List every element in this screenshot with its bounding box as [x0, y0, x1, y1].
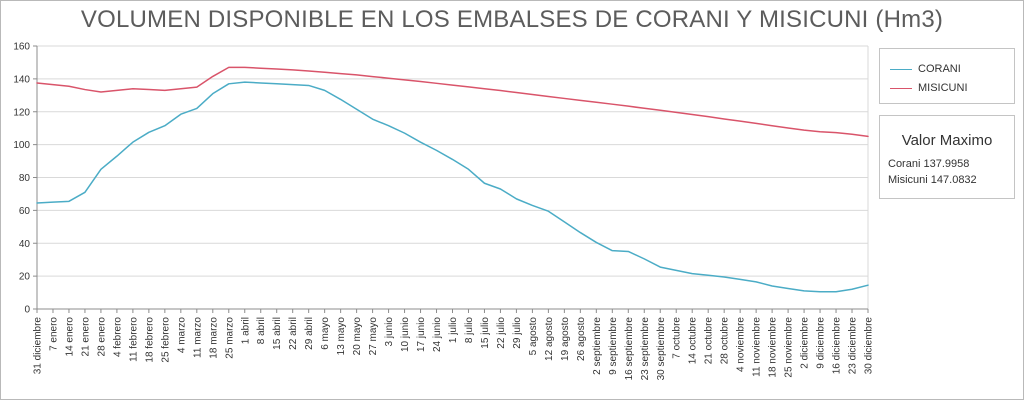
- x-tick-label: 9 septiembre: [608, 317, 619, 375]
- x-tick-label: 20 mayo: [352, 317, 363, 356]
- legend-label-corani: CORANI: [918, 63, 961, 75]
- x-tick-label: 5 agosto: [528, 317, 539, 356]
- y-axis-ticks: 0 20 40 60 80 100 120 140 160: [13, 42, 37, 316]
- series-line-misicuni: [36, 66, 869, 138]
- x-tick-label: 10 junio: [400, 317, 411, 352]
- x-tick-label: 16 septiembre: [624, 317, 635, 381]
- x-tick-label: 18 febrero: [144, 317, 155, 363]
- legend-item-corani: CORANI: [890, 62, 961, 76]
- x-tick-label: 24 junio: [432, 317, 443, 352]
- x-tick-label: 11 febrero: [128, 317, 139, 362]
- x-tick-label: 25 febrero: [160, 317, 171, 363]
- x-tick-label: 31 diciembre: [33, 317, 44, 375]
- y-tick-label-120: 120: [13, 107, 30, 118]
- x-axis-ticks: 31 diciembre 7 enero 14 enero 21 enero 28 en…: [33, 309, 875, 380]
- x-tick-label: 26 agosto: [576, 317, 587, 361]
- x-tick-label: 21 enero: [80, 317, 91, 357]
- chart-title: VOLUMEN DISPONIBLE EN LOS EMBALSES DE CO…: [80, 6, 944, 33]
- x-tick-label: 19 agosto: [560, 317, 571, 361]
- x-tick-label: 8 abril: [256, 317, 267, 344]
- x-tick-label: 4 marzo: [176, 317, 187, 354]
- y-tick-label-40: 40: [19, 239, 31, 250]
- y-tick-label-0: 0: [24, 305, 30, 316]
- x-tick-label: 22 julio: [496, 317, 507, 349]
- legend-item-misicuni: MISICUNI: [890, 81, 968, 95]
- max-value-corani: Corani 137.9958: [888, 158, 970, 170]
- x-tick-label: 12 agosto: [544, 317, 555, 361]
- x-tick-label: 30 diciembre: [864, 317, 875, 375]
- y-tick-label-60: 60: [19, 206, 31, 217]
- y-tick-label-100: 100: [13, 140, 30, 151]
- x-tick-label: 28 enero: [96, 317, 107, 357]
- x-tick-label: 4 noviembre: [736, 317, 747, 372]
- x-tick-label: 25 marzo: [224, 317, 235, 359]
- max-value-misicuni: Misicuni 147.0832: [888, 174, 977, 186]
- x-tick-label: 21 octubre: [704, 317, 715, 365]
- x-tick-label: 23 diciembre: [848, 317, 859, 375]
- x-tick-label: 13 mayo: [336, 317, 347, 356]
- x-tick-label: 1 abril: [240, 317, 251, 344]
- x-tick-label: 11 marzo: [192, 317, 203, 358]
- x-tick-label: 11 noviembre: [752, 317, 763, 377]
- x-tick-label: 25 noviembre: [784, 317, 795, 378]
- x-tick-label: 7 octubre: [672, 317, 683, 359]
- max-value-box: Valor Maximo Corani 137.9958 Misicuni 14…: [879, 115, 1015, 199]
- x-tick-label: 15 abril: [272, 317, 283, 350]
- x-tick-label: 6 mayo: [320, 317, 331, 350]
- x-tick-label: 29 julio: [512, 317, 523, 349]
- y-tick-label-160: 160: [13, 42, 30, 53]
- x-tick-label: 30 septiembre: [656, 317, 667, 381]
- x-tick-label: 2 diciembre: [800, 317, 811, 369]
- x-tick-label: 7 enero: [48, 317, 59, 351]
- legend-swatch-misicuni: [890, 87, 912, 89]
- x-tick-label: 15 julio: [480, 317, 491, 349]
- x-tick-label: 22 abril: [288, 317, 299, 350]
- x-tick-label: 17 junio: [416, 317, 427, 352]
- y-tick-label-80: 80: [19, 173, 31, 184]
- gridlines: [37, 45, 869, 309]
- series-lines: [36, 66, 869, 293]
- axes: [36, 46, 868, 310]
- x-tick-label: 9 diciembre: [816, 317, 827, 369]
- x-tick-label: 23 septiembre: [640, 317, 651, 381]
- x-tick-label: 3 junio: [384, 317, 395, 347]
- legend-label-misicuni: MISICUNI: [918, 82, 968, 94]
- x-tick-label: 14 octubre: [688, 317, 699, 365]
- x-tick-label: 28 octubre: [720, 317, 731, 365]
- x-tick-label: 18 marzo: [208, 317, 219, 359]
- x-tick-label: 27 mayo: [368, 317, 379, 356]
- max-value-title: Valor Maximo: [901, 132, 993, 149]
- x-tick-label: 29 abril: [304, 317, 315, 350]
- y-tick-label-140: 140: [13, 74, 30, 85]
- x-tick-label: 1 julio: [448, 317, 459, 344]
- series-line-corani: [36, 81, 869, 293]
- y-tick-label-20: 20: [19, 272, 31, 283]
- x-tick-label: 16 diciembre: [832, 317, 843, 375]
- x-tick-label: 2 septiembre: [592, 317, 603, 375]
- x-tick-label: 14 enero: [64, 317, 75, 357]
- legend-swatch-corani: [890, 68, 912, 70]
- legend: CORANI MISICUNI: [879, 48, 1015, 104]
- x-tick-label: 8 julio: [464, 317, 475, 344]
- x-tick-label: 18 noviembre: [768, 317, 779, 378]
- x-tick-label: 4 febrero: [112, 317, 123, 357]
